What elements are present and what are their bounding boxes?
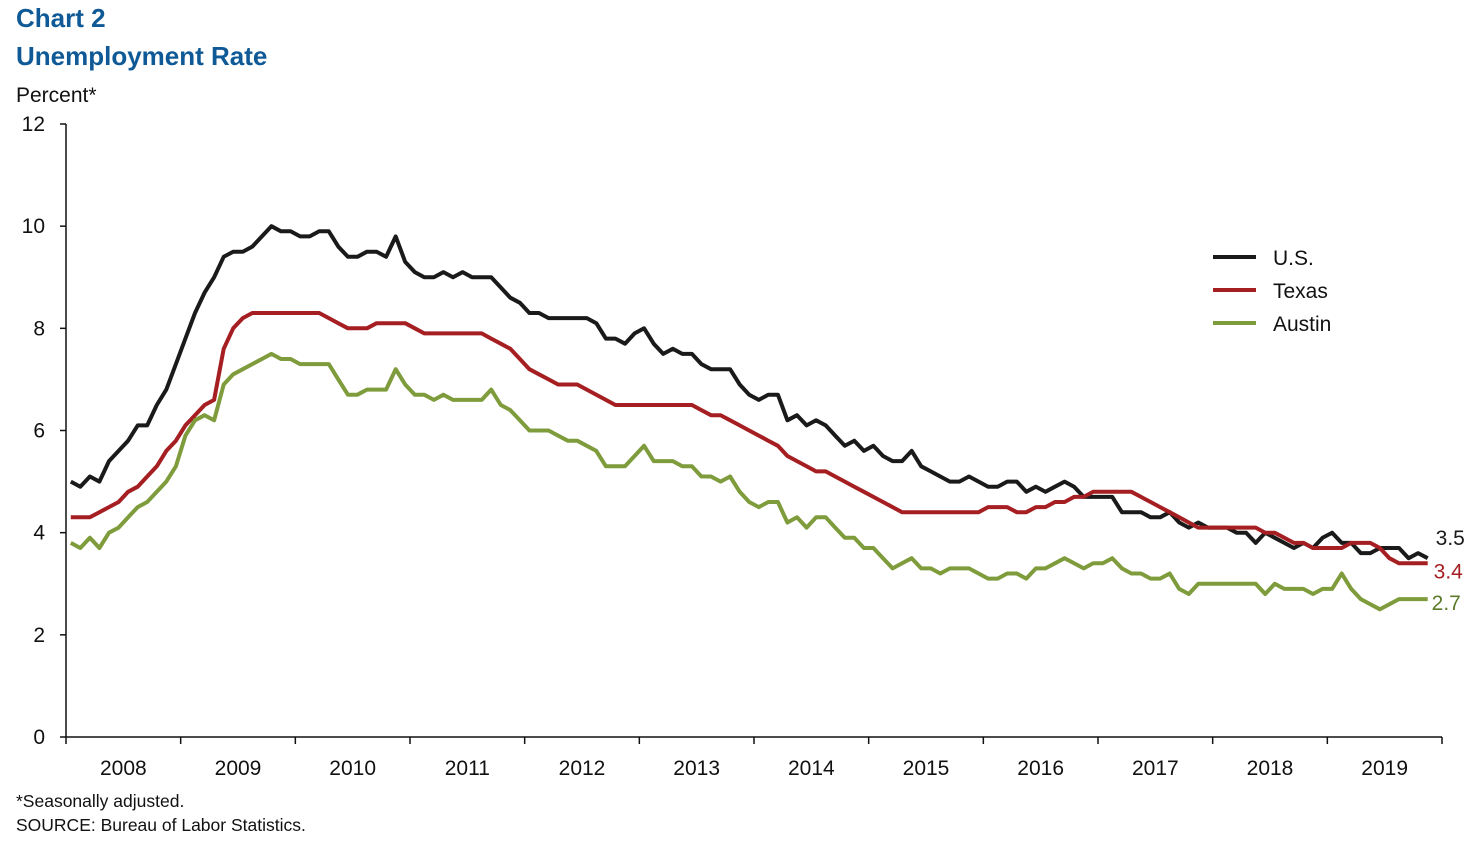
- y-tick-label: 4: [33, 522, 45, 545]
- end-value-label: 2.7: [1432, 592, 1461, 615]
- y-tick-label: 6: [33, 420, 45, 443]
- legend-label: U.S.: [1273, 247, 1314, 270]
- x-tick-label: 2010: [329, 757, 376, 780]
- series-line-texas: [70, 311, 1428, 566]
- chart-title: Chart 2: [16, 3, 106, 33]
- y-axis-label: Percent*: [16, 84, 97, 107]
- x-tick-label: 2008: [100, 757, 147, 780]
- legend-label: Austin: [1273, 313, 1331, 336]
- legend-label: Texas: [1273, 280, 1328, 303]
- x-tick-label: 2017: [1132, 757, 1179, 780]
- x-tick-label: 2009: [215, 757, 262, 780]
- footnote-seasonal: *Seasonally adjusted.: [16, 791, 184, 811]
- chart-subtitle: Unemployment Rate: [16, 41, 267, 71]
- y-tick-label: 12: [22, 113, 45, 136]
- x-tick-label: 2018: [1247, 757, 1294, 780]
- axes: 0 2 4 6 8 10 12 2008 2009 2010 2011 2012 2013 2014 201…: [22, 113, 1443, 780]
- x-tick-label: 2014: [788, 757, 835, 780]
- footnote-source: SOURCE: Bureau of Labor Statistics.: [16, 815, 306, 835]
- end-labels: 3.5 3.4 2.7: [1432, 527, 1465, 615]
- end-value-label: 3.4: [1434, 560, 1464, 583]
- series-line-us: [69, 224, 1429, 561]
- series-lines: [69, 224, 1429, 612]
- x-tick-label: 2012: [559, 757, 606, 780]
- legend: U.S. Texas Austin: [1213, 247, 1331, 336]
- end-value-label: 3.5: [1436, 527, 1465, 550]
- y-tick-label: 2: [33, 624, 45, 647]
- series-line-austin: [69, 351, 1428, 612]
- x-tick-label: 2019: [1361, 757, 1408, 780]
- y-tick-label: 8: [33, 317, 45, 340]
- x-tick-label: 2011: [445, 757, 490, 780]
- x-tick-label: 2015: [903, 757, 950, 780]
- y-tick-label: 10: [22, 215, 45, 238]
- x-tick-label: 2013: [673, 757, 720, 780]
- y-tick-label: 0: [33, 726, 45, 749]
- x-tick-label: 2016: [1017, 757, 1064, 780]
